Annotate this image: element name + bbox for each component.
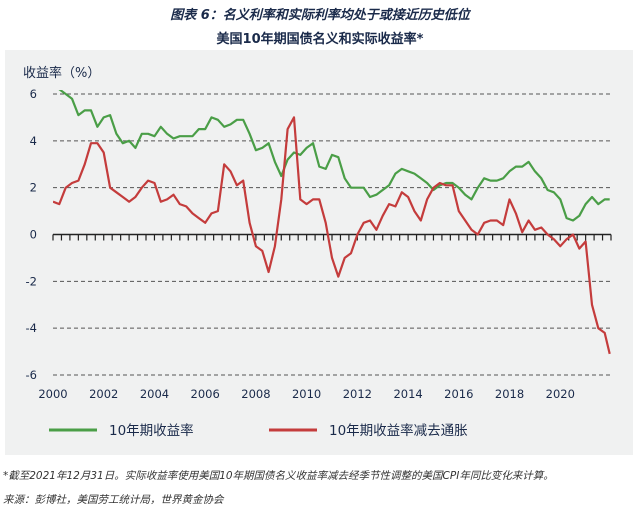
x-tick-label: 2016	[444, 387, 473, 401]
y-tick-label: 0	[30, 228, 37, 242]
x-tick-label: 2018	[495, 387, 524, 401]
chart-panel: 收益率（%） 6 4 2 0 -2 -4 -6 2000 2002 2004 2006 2008 2010…	[5, 50, 633, 455]
x-tick-label: 2010	[292, 387, 321, 401]
x-tick-label: 2000	[38, 387, 67, 401]
y-tick-label: -2	[26, 274, 37, 288]
figure-title: 图表 6：名义利率和实际利率均处于或接近历史低位	[170, 8, 470, 23]
y-tick-label: 4	[30, 134, 37, 148]
x-tick-label: 2004	[140, 387, 169, 401]
x-tick-label: 2020	[546, 387, 575, 401]
source-note: 来源：彭博社，美国劳工统计局，世界黄金协会	[3, 494, 224, 506]
footnote: *截至2021年12月31日。实际收益率使用美国10年期国债名义收益率减去经季节…	[3, 470, 554, 482]
y-tick-label: -6	[26, 368, 37, 382]
x-tick-label: 2006	[191, 387, 220, 401]
chart-title: 美国10年期国债名义和实际收益率*	[216, 32, 424, 47]
y-tick-label: 2	[30, 181, 37, 195]
x-tick-label: 2002	[89, 387, 118, 401]
y-tick-label: -4	[26, 321, 37, 335]
x-tick-label: 2008	[241, 387, 270, 401]
x-tick-label: 2014	[393, 387, 422, 401]
real-yield-line	[53, 116, 611, 355]
y-axis-label: 收益率（%）	[23, 65, 100, 81]
x-tick-label: 2012	[343, 387, 372, 401]
y-tick-label: 6	[30, 87, 37, 101]
nominal-yield-line	[58, 90, 610, 222]
legend-label: 10年期收益率减去通胀	[329, 422, 468, 439]
legend-label: 10年期收益率	[109, 422, 194, 439]
